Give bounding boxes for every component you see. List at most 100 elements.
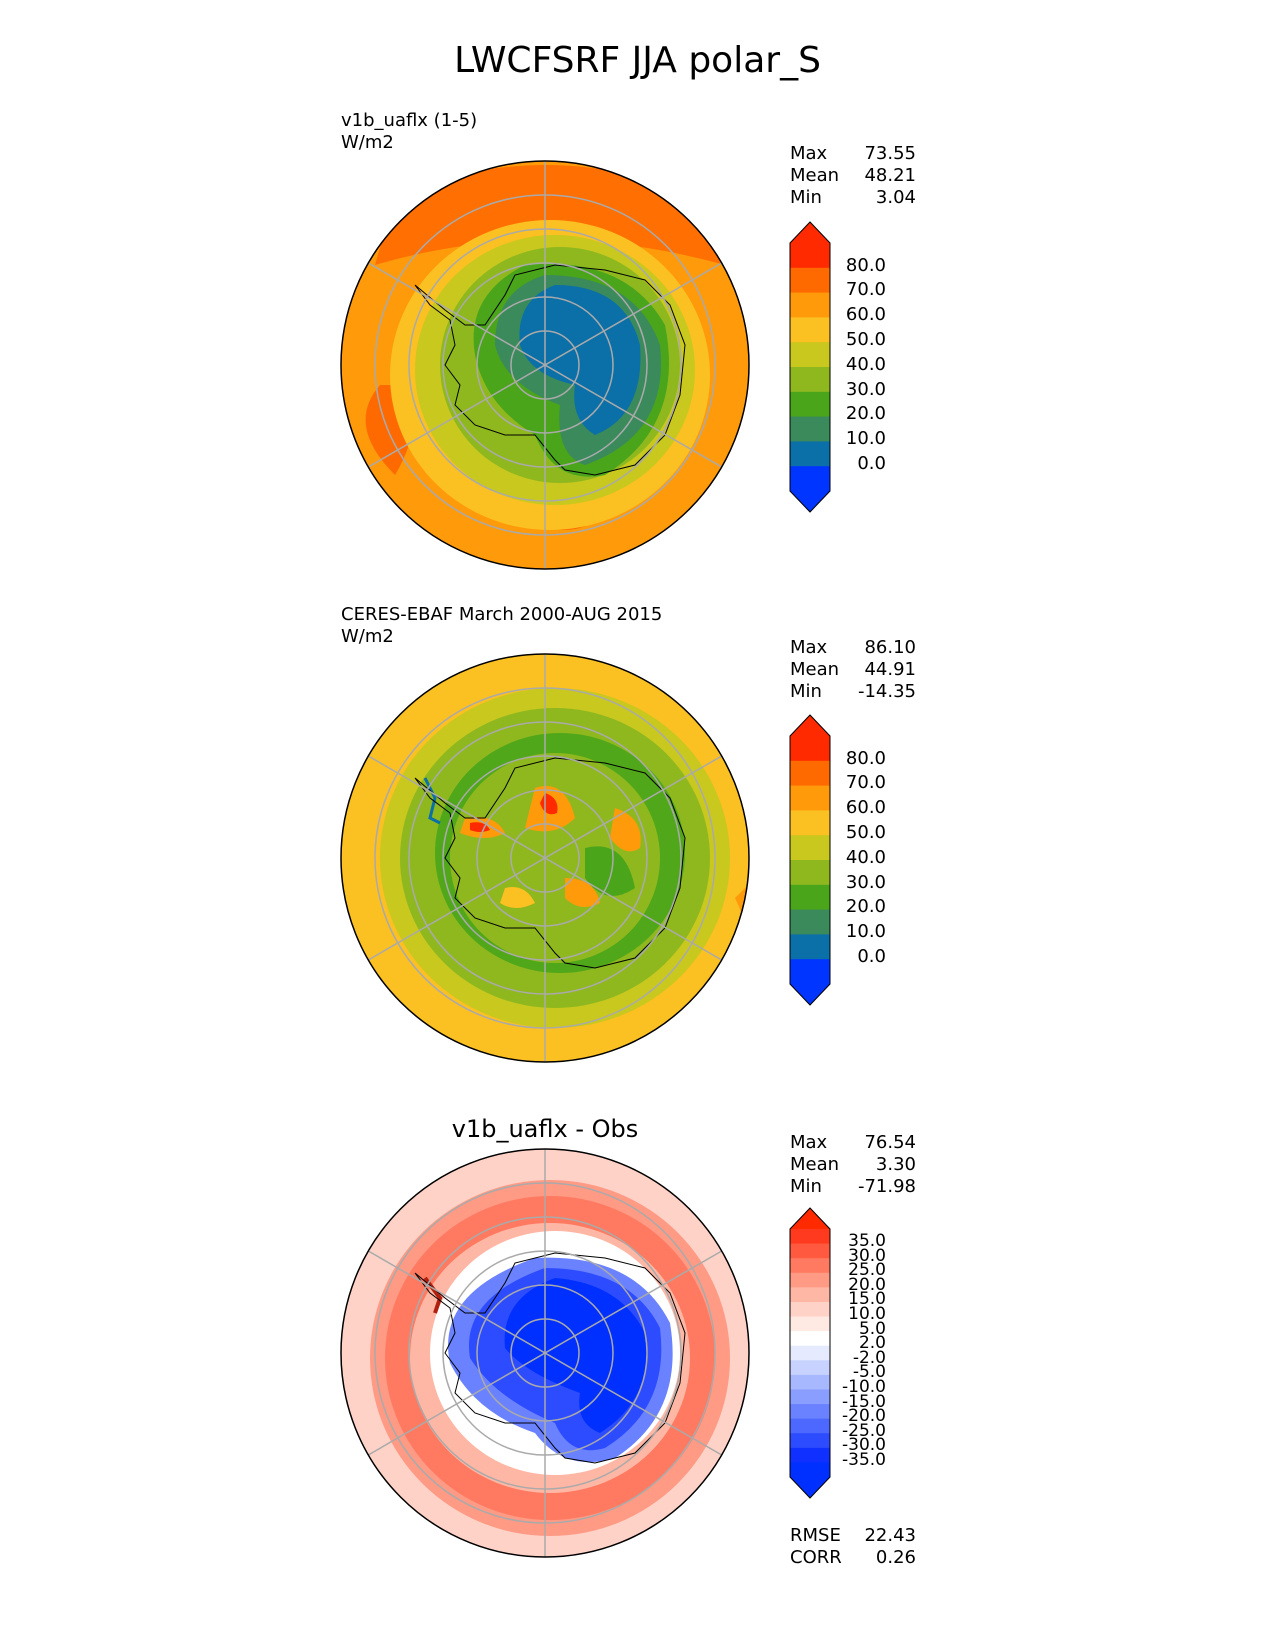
panel1-field-blue [519,285,641,435]
colorbar-tick-label: 35.0 [848,1231,886,1252]
colorbar-cap-bottom [790,984,830,1005]
panel1-label: v1b_uaflx (1-5) W/m2 [341,110,477,154]
colorbar-outline [789,1207,831,1499]
colorbar-segment [790,1287,830,1303]
colorbar-tick-label: 0.0 [857,453,886,475]
panel1-model-label: v1b_uaflx (1-5) [341,110,478,131]
panel1-colorbar [789,221,831,513]
colorbar-segment [790,934,830,960]
colorbar-segment [790,342,830,368]
panel2-colorbar [789,714,831,1006]
colorbar-cap-top [790,715,830,736]
colorbar-tick-label: 5.0 [858,1318,886,1339]
colorbar-cap-bottom [790,1477,830,1498]
colorbar-segment [790,267,830,294]
colorbar-tick-label: 20.0 [845,896,886,918]
panel2-label: CERES-EBAF March 2000-AUG 2015 W/m2 [341,604,662,648]
panel3-map [340,1148,750,1558]
colorbar-segment [790,391,830,418]
colorbar-tick-label: 10.0 [845,921,886,943]
colorbar-segment [790,1404,830,1420]
panel2-obs-label: CERES-EBAF March 2000-AUG 2015 [341,604,663,625]
panel3-metrics: RMSE 22.43 CORR 0.26 [790,1525,916,1568]
colorbar-tick-label: 30.0 [845,871,886,893]
colorbar-segment [790,1447,830,1463]
colorbar-segment [790,860,830,886]
colorbar-tick-label: 60.0 [845,797,886,819]
colorbar-segment [790,1229,830,1245]
colorbar-segment [790,1272,830,1288]
colorbar-tick-label: 25.0 [848,1260,886,1281]
colorbar-tick-label: 40.0 [845,353,886,375]
colorbar-cap-top [790,222,830,243]
colorbar-segment [790,1389,830,1405]
colorbar-segment [790,317,830,343]
colorbar-segment [790,736,830,762]
panel1-field-orange-dark [375,165,725,265]
colorbar-segment [790,884,830,911]
colorbar-tick-label: -30.0 [842,1435,886,1456]
colorbar-tick-label: -25.0 [842,1420,886,1441]
colorbar-tick-label: 30.0 [848,1245,886,1266]
colorbar-tick-label: 70.0 [845,772,886,794]
colorbar-tick-label: 50.0 [845,822,886,844]
colorbar-segment [790,760,830,787]
panel1-map [340,160,750,570]
colorbar-tick-label: 30.0 [845,378,886,400]
colorbar-tick-label: 20.0 [845,403,886,425]
colorbar-segment [790,1433,830,1449]
colorbar-tick-label: -2.0 [852,1347,886,1368]
colorbar-tick-label: -5.0 [852,1362,886,1383]
colorbar-segment [790,835,830,861]
colorbar-segment [790,1345,830,1361]
panel1-stats: Max 73.55 Mean 48.21 Min 3.04 [790,143,916,208]
colorbar-tick-label: 20.0 [848,1274,886,1295]
panel1-graticule [367,161,723,569]
colorbar-tick-label: -15.0 [842,1391,886,1412]
colorbar-segment [790,292,830,318]
colorbar-tick-label: 2.0 [858,1333,886,1354]
colorbar-segment [790,243,830,269]
colorbar-tick-label: -20.0 [842,1406,886,1427]
panel3-stats: Max 76.54 Mean 3.30 Min -71.98 [790,1132,916,1197]
colorbar-segment [790,466,830,492]
colorbar-tick-label: 10.0 [848,1303,886,1324]
colorbar-tick-label: 60.0 [845,304,886,326]
colorbar-segment [790,810,830,836]
colorbar-segment [790,909,830,935]
panel2-map [340,653,750,1063]
panel2-units: W/m2 [341,626,394,647]
colorbar-outline [789,714,831,1006]
colorbar-outline [789,221,831,513]
colorbar-tick-label: 80.0 [845,747,886,769]
colorbar-tick-label: 80.0 [845,254,886,276]
colorbar-segment [790,1360,830,1376]
colorbar-cap-bottom [790,491,830,512]
colorbar-tick-label: 10.0 [845,428,886,450]
panel1-coastline [414,264,686,476]
colorbar-segment [790,1316,830,1332]
colorbar-tick-label: -10.0 [842,1376,886,1397]
colorbar-segment [790,1374,830,1390]
panel1-boundary [340,160,750,570]
colorbar-tick-label: -35.0 [842,1449,886,1470]
panel1-units: W/m2 [341,132,394,153]
colorbar-segment [790,367,830,393]
colorbar-tick-label: 40.0 [845,846,886,868]
colorbar-segment [790,1462,830,1478]
colorbar-segment [790,1331,830,1347]
colorbar-segment [790,1418,830,1434]
colorbar-segment [790,959,830,985]
colorbar-tick-label: 70.0 [845,279,886,301]
panel2-stats: Max 86.10 Mean 44.91 Min -14.35 [790,637,916,702]
panel3-title: v1b_uaflx - Obs [451,1115,639,1143]
panel3-colorbar [789,1207,831,1499]
colorbar-segment [790,785,830,811]
figure-title: LWCFSRF JJA polar_S [454,40,821,81]
colorbar-segment [790,1243,830,1259]
colorbar-tick-label: 15.0 [848,1289,886,1310]
colorbar-segment [790,1301,830,1318]
colorbar-tick-label: 0.0 [857,946,886,968]
colorbar-tick-label: 50.0 [845,329,886,351]
colorbar-segment [790,441,830,467]
